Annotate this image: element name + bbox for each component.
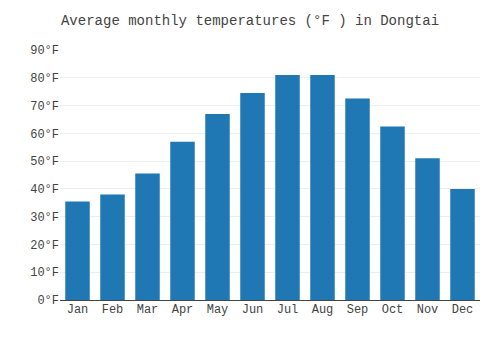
svg-text:60°F: 60°F — [30, 128, 59, 142]
svg-text:70°F: 70°F — [30, 100, 59, 114]
svg-text:Sep: Sep — [347, 303, 369, 317]
svg-text:10°F: 10°F — [30, 266, 59, 280]
svg-text:Apr: Apr — [172, 303, 194, 317]
svg-text:Dec: Dec — [452, 303, 474, 317]
svg-text:0°F: 0°F — [37, 294, 59, 308]
svg-text:Jun: Jun — [242, 303, 264, 317]
svg-text:90°F: 90°F — [30, 44, 59, 58]
svg-text:80°F: 80°F — [30, 72, 59, 86]
svg-text:Aug: Aug — [312, 303, 334, 317]
svg-text:40°F: 40°F — [30, 183, 59, 197]
svg-text:Nov: Nov — [417, 303, 439, 317]
svg-text:Jul: Jul — [277, 303, 299, 317]
svg-text:Feb: Feb — [102, 303, 124, 317]
svg-text:Oct: Oct — [382, 303, 404, 317]
svg-text:May: May — [207, 303, 229, 317]
svg-text:Jan: Jan — [67, 303, 89, 317]
svg-text:20°F: 20°F — [30, 239, 59, 253]
svg-text:50°F: 50°F — [30, 155, 59, 169]
svg-text:Mar: Mar — [137, 303, 159, 317]
svg-text:30°F: 30°F — [30, 211, 59, 225]
svg-text:Average monthly temperatures (: Average monthly temperatures (°F ) in Do… — [61, 13, 439, 29]
